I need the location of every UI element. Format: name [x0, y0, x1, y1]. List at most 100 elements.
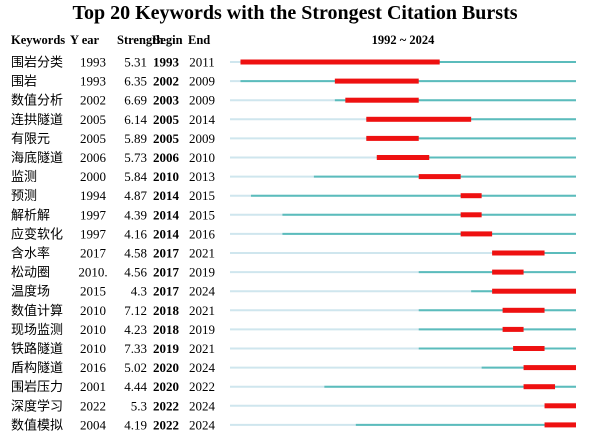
begin-label: 2002: [153, 74, 179, 89]
begin-label: 2022: [153, 398, 179, 413]
year-label: 1997: [80, 226, 107, 241]
burst-bar: [492, 269, 524, 275]
keyword-label: 海底隧道: [11, 150, 63, 165]
end-label: 2021: [189, 303, 215, 318]
begin-label: 2005: [153, 112, 180, 127]
burst-bar: [523, 365, 576, 371]
begin-label: 2010: [153, 169, 179, 184]
keyword-label: 有限元: [11, 131, 50, 146]
begin-label: 2006: [153, 150, 180, 165]
year-label: 2005: [80, 131, 106, 146]
begin-label: 2017: [153, 284, 180, 299]
burst-bar: [460, 193, 482, 199]
chart-title: Top 20 Keywords with the Strongest Citat…: [72, 2, 518, 24]
year-label: 1997: [80, 207, 107, 222]
strength-label: 6.69: [124, 93, 147, 108]
header-keywords: Keywords: [11, 33, 65, 47]
end-label: 2009: [189, 93, 215, 108]
strength-label: 4.56: [124, 265, 147, 280]
keyword-label: 围岩压力: [11, 379, 63, 394]
keyword-label: 现场监测: [11, 322, 63, 337]
keyword-label: 松动圈: [11, 265, 50, 280]
keyword-label: 盾构隧道: [11, 360, 63, 375]
keyword-label: 围岩分类: [11, 55, 63, 70]
strength-label: 4.16: [124, 226, 147, 241]
strength-label: 6.35: [124, 74, 147, 89]
year-label: 2015: [80, 284, 106, 299]
keyword-label: 预测: [11, 188, 37, 203]
end-label: 2016: [189, 226, 216, 241]
end-label: 2019: [189, 265, 215, 280]
begin-label: 2019: [153, 341, 180, 356]
keyword-label: 含水率: [11, 246, 50, 261]
begin-label: 2014: [153, 226, 180, 241]
keyword-label: 解析解: [11, 207, 50, 222]
end-label: 2015: [189, 207, 215, 222]
end-label: 2021: [189, 246, 215, 261]
strength-label: 7.33: [124, 341, 147, 356]
header-end: End: [188, 33, 210, 47]
burst-bar: [502, 307, 545, 313]
keyword-label: 温度场: [11, 284, 50, 299]
year-label: 1994: [80, 188, 107, 203]
end-label: 2024: [189, 360, 216, 375]
end-label: 2014: [189, 112, 216, 127]
year-label: 2010: [80, 322, 106, 337]
begin-label: 2018: [153, 303, 180, 318]
year-label: 2006: [80, 150, 107, 165]
strength-label: 5.02: [124, 360, 147, 375]
end-label: 2022: [189, 379, 215, 394]
burst-bar: [523, 384, 556, 390]
year-label: 2004: [80, 417, 107, 432]
burst-bar: [492, 250, 545, 256]
burst-bar: [240, 59, 440, 65]
strength-label: 4.19: [124, 417, 147, 432]
keyword-label: 连拱隧道: [11, 112, 63, 127]
year-label: 1993: [80, 55, 106, 70]
strength-label: 4.3: [131, 284, 147, 299]
keyword-label: 围岩: [11, 74, 37, 89]
keyword-label: 应变软化: [11, 226, 63, 241]
year-label: 2005: [80, 112, 106, 127]
end-label: 2009: [189, 74, 215, 89]
burst-bar: [460, 212, 482, 218]
end-label: 2024: [189, 417, 216, 432]
burst-bar: [492, 288, 576, 294]
year-label: 2001: [80, 379, 106, 394]
header-strength: Strength: [117, 33, 163, 47]
year-label: 2010: [80, 341, 106, 356]
header-begin: Begin: [152, 33, 183, 47]
keyword-label: 数值模拟: [11, 417, 63, 432]
begin-label: 2005: [153, 131, 180, 146]
begin-label: 2017: [153, 265, 180, 280]
strength-label: 5.3: [131, 398, 147, 413]
strength-label: 4.87: [124, 188, 147, 203]
burst-bar: [502, 326, 524, 332]
keyword-label: 铁路隧道: [11, 341, 63, 356]
burst-bar: [345, 97, 419, 103]
end-label: 2024: [189, 284, 216, 299]
end-label: 2021: [189, 341, 215, 356]
end-label: 2019: [189, 322, 215, 337]
end-label: 2011: [189, 55, 215, 70]
strength-label: 6.14: [124, 112, 147, 127]
header-range: 1992 ~ 2024: [372, 33, 436, 47]
year-label: 2002: [80, 93, 106, 108]
begin-label: 2020: [153, 379, 179, 394]
end-label: 2024: [189, 398, 216, 413]
burst-bar: [366, 135, 419, 141]
begin-label: 2003: [153, 93, 180, 108]
begin-label: 1993: [153, 55, 180, 70]
strength-label: 5.31: [124, 55, 147, 70]
begin-label: 2020: [153, 360, 179, 375]
end-label: 2015: [189, 188, 215, 203]
begin-label: 2018: [153, 322, 180, 337]
strength-label: 5.73: [124, 150, 147, 165]
begin-label: 2014: [153, 207, 180, 222]
burst-bar: [513, 346, 545, 351]
keyword-label: 监测: [11, 169, 37, 184]
keyword-label: 数值分析: [11, 93, 63, 108]
strength-label: 4.44: [124, 379, 147, 394]
strength-label: 5.84: [124, 169, 147, 184]
